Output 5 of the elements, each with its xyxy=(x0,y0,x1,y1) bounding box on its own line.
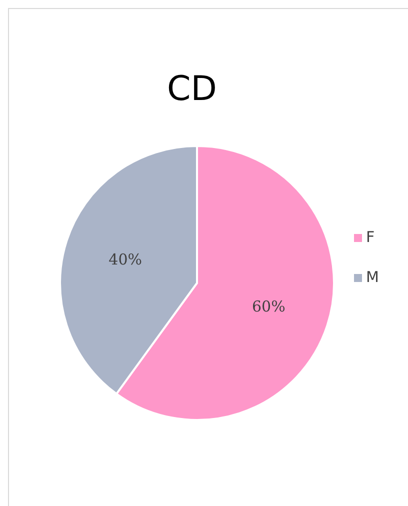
data-label: 40% xyxy=(108,250,142,269)
legend-label: F xyxy=(366,228,375,246)
chart-title: CD xyxy=(166,69,218,109)
legend-label: M xyxy=(366,268,379,286)
data-label: 60% xyxy=(252,297,286,316)
